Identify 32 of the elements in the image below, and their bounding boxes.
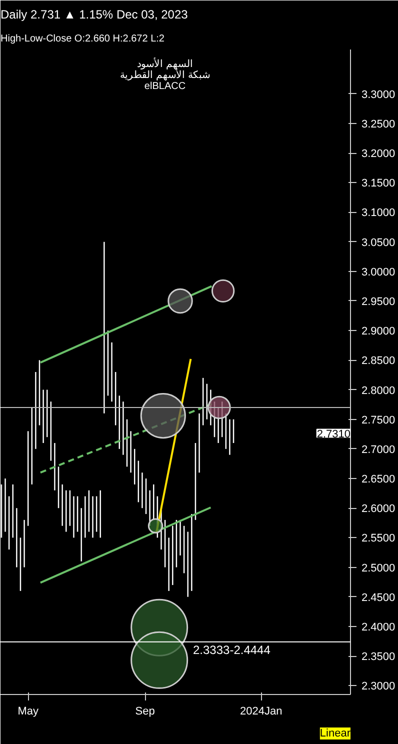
y-tick-label: 2.4500 bbox=[362, 592, 396, 604]
y-tick-label: 2.9500 bbox=[362, 296, 396, 308]
y-tick-label: 2.5500 bbox=[362, 532, 396, 545]
y-tick-label: 2.9000 bbox=[362, 326, 396, 338]
y-tick-label: 2.6000 bbox=[362, 503, 396, 516]
annotation: 2.3333-2.4444 bbox=[193, 642, 271, 657]
chart-title: Daily 2.731 ▲ 1.15% Dec 03, 2023 bbox=[0, 8, 188, 22]
y-tick-label: 3.0500 bbox=[362, 236, 396, 249]
annotation: elBLACC bbox=[144, 81, 186, 92]
y-tick-label: 2.3000 bbox=[362, 680, 396, 693]
y-tick-label: 3.1500 bbox=[362, 178, 396, 190]
y-tick-label: 3.2500 bbox=[362, 118, 396, 130]
y-tick-label: 2.4000 bbox=[362, 621, 396, 634]
y-tick-label: 3.1000 bbox=[362, 207, 396, 220]
text: Linear bbox=[320, 728, 351, 740]
y-tick-label: 2.7500 bbox=[362, 414, 396, 426]
x-tick-label: 2024Jan bbox=[240, 706, 282, 718]
y-tick-label: 2.5000 bbox=[362, 562, 396, 574]
annotation: 2.7310 bbox=[316, 428, 351, 440]
chart-subtitle: High-Low-Close O:2.660 H:2.672 L:2 bbox=[0, 34, 165, 44]
annotation: السهم الأسود bbox=[137, 58, 193, 70]
x-tick-label: May bbox=[18, 706, 39, 718]
x-tick-label: Sep bbox=[135, 706, 155, 718]
y-tick-label: 2.6500 bbox=[362, 474, 396, 486]
y-tick-label: 3.0000 bbox=[362, 266, 396, 278]
annotation: شبكة الأسهم القطرية bbox=[120, 69, 210, 82]
y-tick-label: 2.8500 bbox=[362, 355, 396, 368]
y-tick-label: 3.3000 bbox=[362, 88, 396, 101]
y-tick-label: 2.7000 bbox=[362, 444, 396, 456]
y-tick-label: 2.3500 bbox=[362, 651, 396, 664]
y-tick-label: 3.2000 bbox=[362, 148, 396, 160]
y-tick-label: 2.8000 bbox=[362, 384, 396, 397]
